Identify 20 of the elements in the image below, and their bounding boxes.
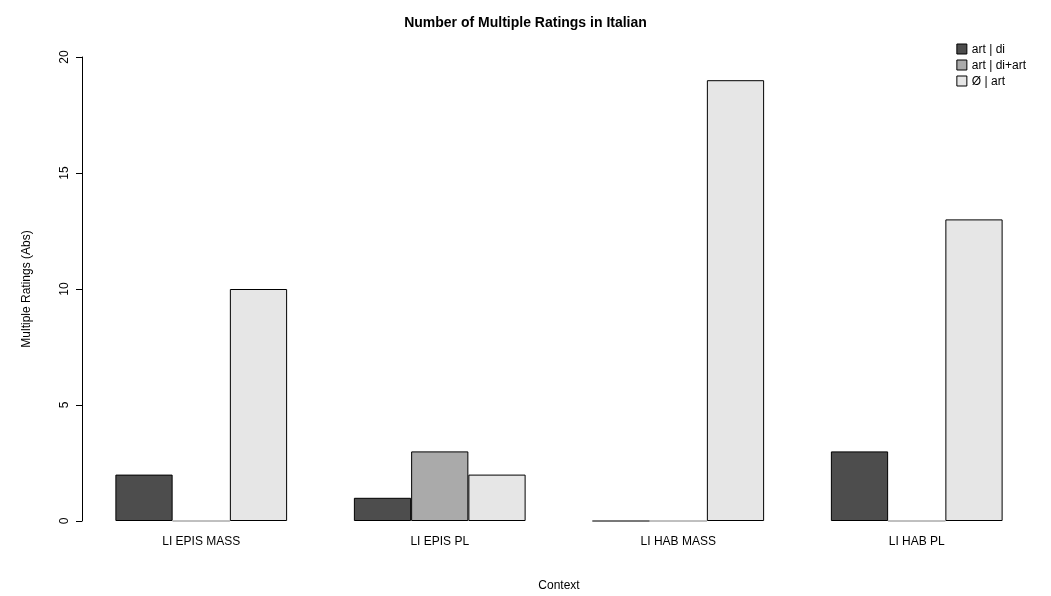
- y-tick-label: 0: [57, 517, 71, 525]
- chart-title: Number of Multiple Ratings in Italian: [404, 14, 647, 30]
- y-tick-label: 20: [57, 50, 71, 64]
- legend-label: art | di: [971, 42, 1005, 56]
- legend-label: Ø | art: [971, 74, 1006, 88]
- bar: [830, 451, 889, 521]
- x-axis-title: Context: [538, 578, 581, 592]
- y-tick-label: 15: [57, 166, 71, 180]
- y-tick-label: 5: [57, 401, 71, 409]
- x-tick-label: LI HAB MASS: [640, 534, 716, 548]
- bar: [945, 219, 1003, 521]
- y-tick-label: 10: [57, 282, 71, 296]
- x-tick-label: LI HAB PL: [888, 534, 946, 548]
- bar: [229, 289, 288, 521]
- bar: [115, 474, 173, 521]
- legend-label: art | di+art: [971, 58, 1027, 72]
- x-tick-label: LI EPIS MASS: [162, 534, 241, 548]
- y-axis-title: Multiple Ratings (Abs): [19, 230, 33, 348]
- bar: [706, 80, 765, 521]
- x-tick-label: LI EPIS PL: [410, 534, 470, 548]
